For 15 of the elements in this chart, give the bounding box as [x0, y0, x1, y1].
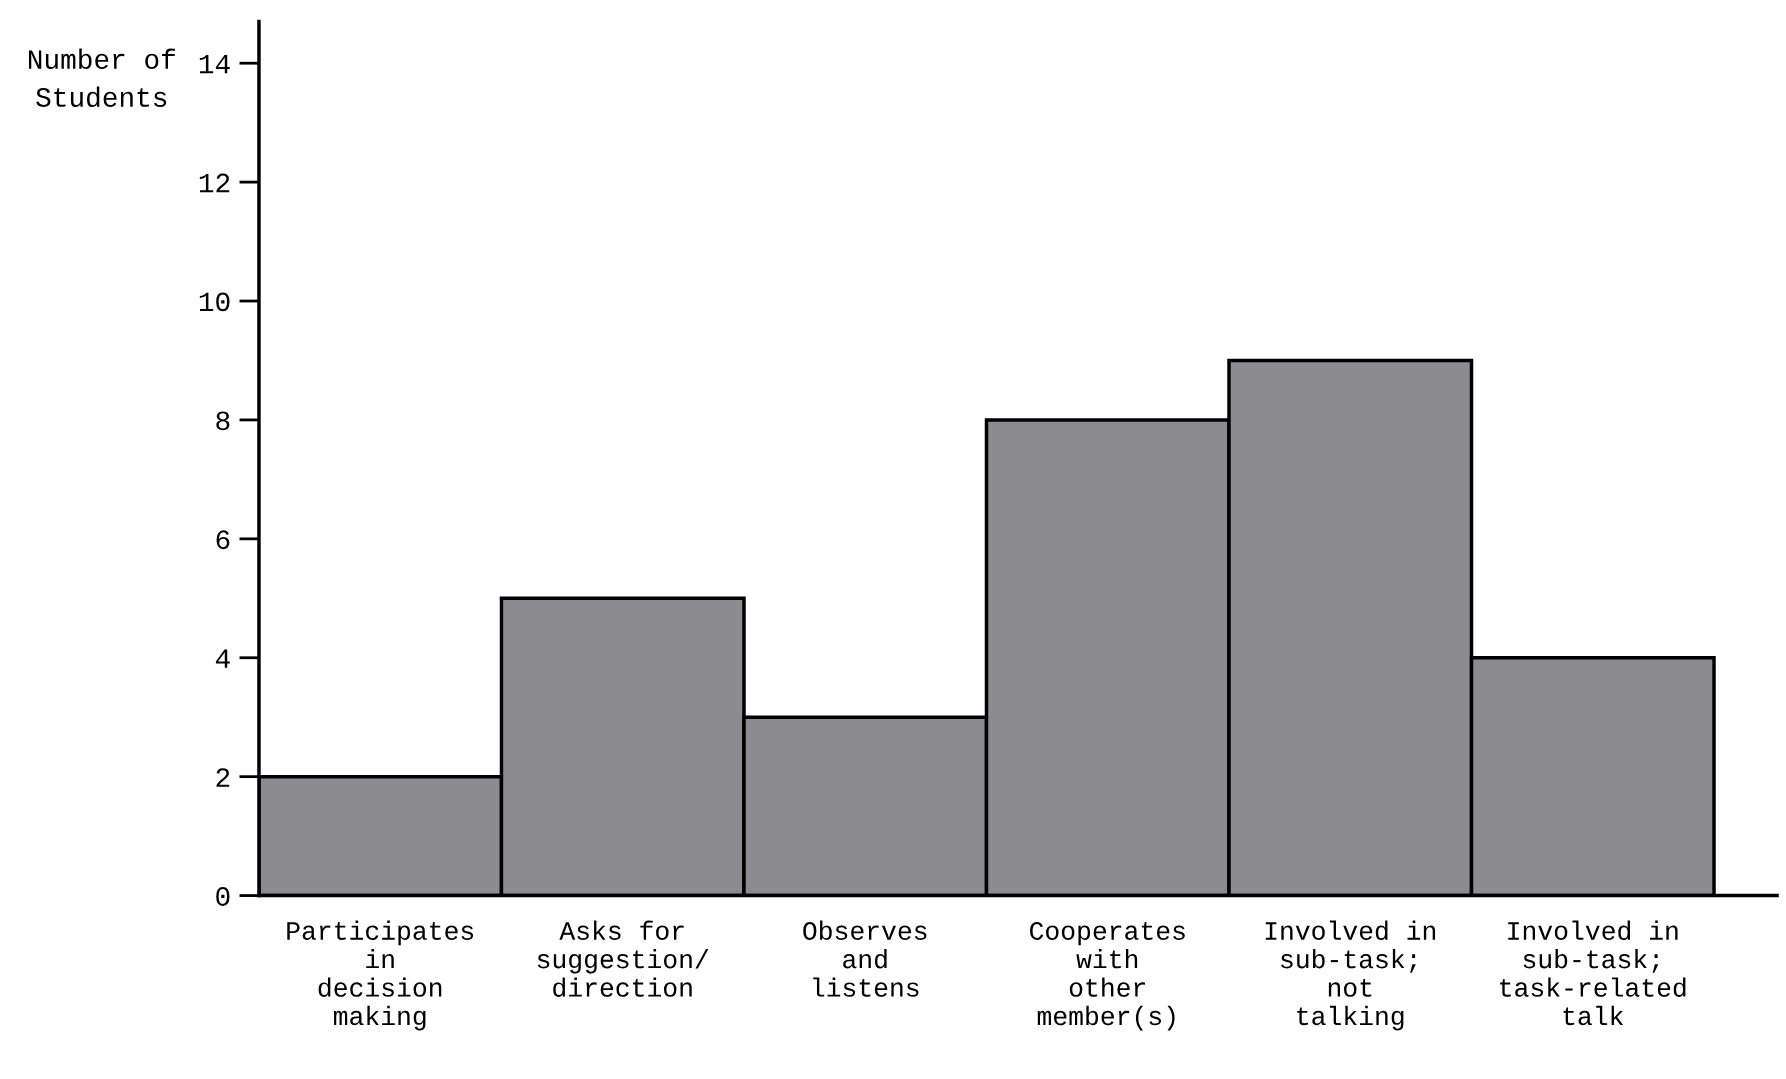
x-tick-label: Cooperates with other member(s): [1030, 922, 1185, 1031]
y-tick-label: 0: [216, 887, 230, 906]
y-tick-label: 2: [216, 768, 230, 787]
y-tick-label: 12: [199, 173, 230, 193]
y-tick-label: 6: [216, 530, 230, 550]
x-tick-label: Involved in sub-task; not talking: [1265, 920, 1436, 1031]
y-tick-label: 8: [216, 411, 230, 431]
y-tick-label: 4: [215, 649, 230, 668]
x-tick-label: Involved in sub-task; task-related talk: [1500, 920, 1686, 1026]
y-axis-title: Number of Students: [28, 48, 176, 108]
x-tick-label: Asks for suggestion/ direction: [537, 920, 709, 997]
y-tick-label: 14: [199, 54, 230, 74]
x-tick-label: Observes and listens: [803, 920, 927, 997]
y-tick-label: 10: [199, 292, 230, 312]
x-tick-label: Participates in decision making: [287, 920, 474, 1031]
